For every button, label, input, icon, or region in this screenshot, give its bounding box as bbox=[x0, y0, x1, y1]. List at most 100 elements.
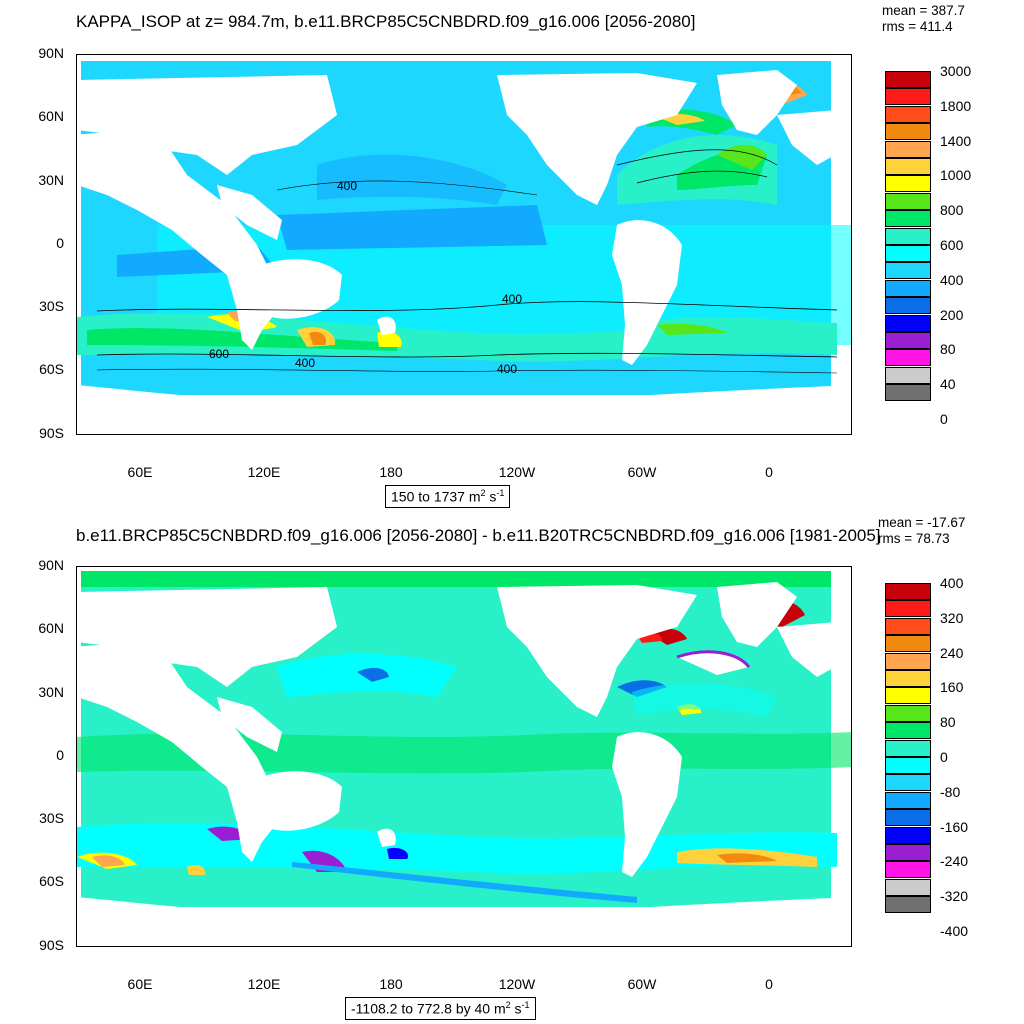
lat-label: 60N bbox=[38, 108, 64, 124]
top-map-field: 400 400 600 400 400 bbox=[77, 61, 851, 434]
top-panel-title: KAPPA_ISOP at z= 984.7m, b.e11.BRCP85C5C… bbox=[76, 12, 696, 31]
top-range-sup: 2 bbox=[480, 488, 486, 498]
legend-swatch bbox=[885, 704, 931, 722]
legend-label: -80 bbox=[940, 783, 961, 800]
legend-label: 240 bbox=[940, 644, 964, 661]
lon-label: 0 bbox=[765, 976, 773, 992]
lon-label: 120E bbox=[247, 464, 281, 480]
legend-label: 1000 bbox=[940, 167, 972, 184]
legend-label: -320 bbox=[940, 888, 969, 905]
legend-swatch bbox=[885, 279, 931, 297]
legend-label: 200 bbox=[940, 306, 964, 323]
legend-swatch bbox=[885, 297, 931, 315]
bottom-range-box: -1108.2 to 772.8 by 40 m2 s-1 bbox=[345, 997, 536, 1020]
lat-label: 90S bbox=[39, 937, 64, 953]
legend-swatch bbox=[885, 844, 931, 861]
bottom-range-sup2: -1 bbox=[521, 1000, 530, 1010]
top-mean-stat: mean = 387.7 bbox=[882, 3, 965, 18]
contour-label: 600 bbox=[209, 347, 229, 361]
legend-swatch bbox=[885, 774, 931, 792]
legend-label: 1400 bbox=[940, 132, 972, 149]
legend-swatch bbox=[885, 175, 931, 193]
top-range-sup2: -1 bbox=[496, 488, 505, 498]
lon-label: 60E bbox=[127, 976, 153, 992]
lon-label: 180 bbox=[379, 464, 403, 480]
legend-swatch bbox=[885, 105, 931, 123]
bottom-range-text: -1108.2 to 772.8 by 40 m bbox=[351, 1000, 506, 1017]
bottom-panel-title: b.e11.BRCP85C5CNBDRD.f09_g16.006 [2056-2… bbox=[76, 526, 881, 545]
legend-swatch bbox=[885, 210, 931, 228]
lon-label: 120E bbox=[247, 976, 281, 992]
lat-label: 60N bbox=[38, 620, 64, 636]
legend-swatch bbox=[885, 349, 931, 367]
legend-label: -400 bbox=[940, 923, 969, 939]
lon-label: 0 bbox=[765, 464, 773, 480]
legend-swatch bbox=[885, 896, 931, 914]
lon-label: 180 bbox=[379, 976, 403, 992]
bottom-range-unit: s bbox=[510, 1000, 522, 1017]
legend-label: 600 bbox=[940, 237, 964, 253]
legend-swatch bbox=[885, 583, 931, 600]
contour-label: 400 bbox=[295, 356, 315, 370]
legend-swatch bbox=[885, 652, 931, 670]
legend-label: -160 bbox=[940, 818, 969, 835]
legend-swatch bbox=[885, 809, 931, 827]
legend-label: 400 bbox=[940, 575, 964, 591]
legend-label: -240 bbox=[940, 853, 969, 870]
lon-label: 60E bbox=[127, 464, 153, 480]
lon-label: 60W bbox=[627, 464, 657, 480]
legend-swatch bbox=[885, 192, 931, 210]
legend-label: 80 bbox=[940, 714, 956, 731]
lon-label: 120W bbox=[498, 464, 536, 480]
legend-swatch bbox=[885, 687, 931, 705]
bottom-mean-stat: mean = -17.67 bbox=[878, 515, 966, 530]
top-range-unit: s bbox=[485, 488, 497, 505]
legend-swatch bbox=[885, 71, 931, 88]
legend-label: 0 bbox=[940, 411, 948, 427]
bottom-map bbox=[76, 566, 852, 947]
legend-label: 80 bbox=[940, 341, 956, 358]
top-range-box: 150 to 1737 m2 s-1 bbox=[385, 485, 511, 508]
legend-swatch bbox=[885, 366, 931, 384]
lon-label: 60W bbox=[627, 976, 657, 992]
legend-swatch bbox=[885, 722, 931, 740]
legend-swatch bbox=[885, 826, 931, 844]
bottom-map-field bbox=[77, 571, 851, 946]
legend-swatch bbox=[885, 757, 931, 774]
legend-swatch bbox=[885, 384, 931, 402]
legend-swatch bbox=[885, 332, 931, 349]
contour-label: 400 bbox=[502, 292, 522, 306]
lat-label: 30S bbox=[39, 298, 64, 314]
legend-label: 320 bbox=[940, 609, 964, 626]
legend-swatch bbox=[885, 314, 931, 332]
legend-swatch bbox=[885, 791, 931, 809]
contour-label: 400 bbox=[497, 362, 517, 376]
bottom-rms-stat: rms = 78.73 bbox=[878, 531, 950, 546]
legend-swatch bbox=[885, 158, 931, 175]
legend-swatch bbox=[885, 140, 931, 158]
legend-swatch bbox=[885, 878, 931, 896]
legend-swatch bbox=[885, 617, 931, 635]
legend-label: 3000 bbox=[940, 63, 972, 79]
top-range-text: 150 to 1737 m bbox=[391, 488, 481, 505]
legend-swatch bbox=[885, 635, 931, 653]
lon-label: 120W bbox=[498, 976, 536, 992]
lat-label: 0 bbox=[56, 747, 64, 763]
lat-label: 30N bbox=[38, 172, 64, 188]
top-panel: KAPPA_ISOP at z= 984.7m, b.e11.BRCP85C5C… bbox=[38, 3, 972, 508]
top-rms-stat: rms = 411.4 bbox=[882, 19, 953, 34]
lat-label: 30N bbox=[38, 684, 64, 700]
legend-label: 40 bbox=[940, 376, 956, 393]
legend-swatch bbox=[885, 123, 931, 141]
lat-label: 60S bbox=[39, 873, 64, 889]
legend-swatch bbox=[885, 670, 931, 687]
lat-label: 60S bbox=[39, 361, 64, 377]
bottom-panel: b.e11.BRCP85C5CNBDRD.f09_g16.006 [2056-2… bbox=[0, 512, 1024, 1024]
legend-label: 800 bbox=[940, 202, 964, 219]
top-map: 400 400 600 400 400 bbox=[76, 54, 852, 435]
lat-label: 30S bbox=[39, 810, 64, 826]
bottom-range-sup: 2 bbox=[505, 1000, 511, 1010]
legend-swatch bbox=[885, 262, 931, 280]
legend-swatch bbox=[885, 227, 931, 245]
legend-swatch bbox=[885, 600, 931, 618]
